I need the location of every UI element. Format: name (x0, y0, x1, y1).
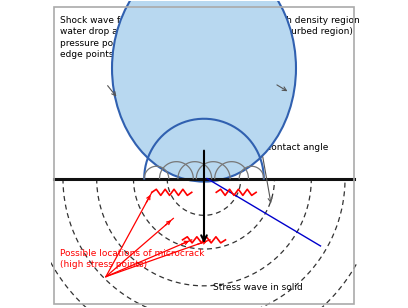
Text: Impact velocity: Impact velocity (164, 75, 244, 85)
Text: Possible locations of microcrack
(high stress points): Possible locations of microcrack (high s… (60, 249, 204, 270)
Text: Contact angle: Contact angle (265, 143, 329, 152)
Text: High density region
(disturbed region): High density region (disturbed region) (271, 16, 360, 36)
Text: Shock wave front in the
water drop and high
pressure point (contact
edge points): Shock wave front in the water drop and h… (60, 16, 168, 59)
Text: Stress wave in solid: Stress wave in solid (213, 283, 303, 292)
Ellipse shape (112, 0, 296, 182)
